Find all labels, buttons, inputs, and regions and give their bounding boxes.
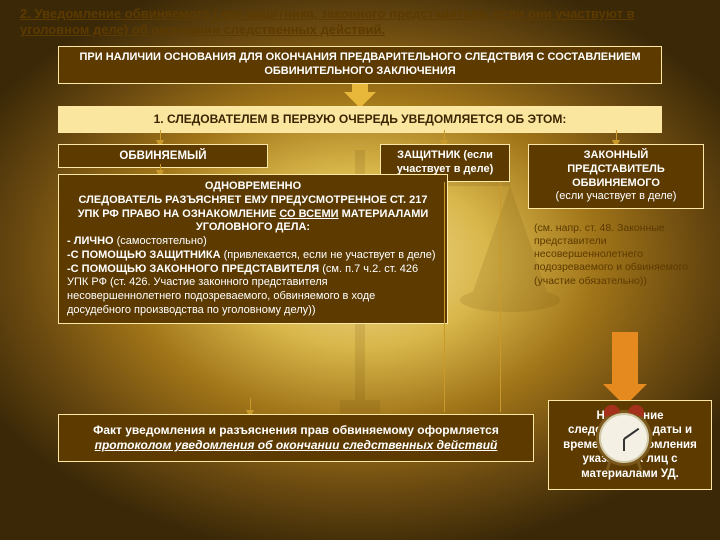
box-fact-protocol: Факт уведомления и разъяснения прав обви… — [58, 414, 534, 462]
explain-b1-bold: - ЛИЧНО — [67, 235, 114, 247]
arrow-appointment-stem — [612, 332, 638, 386]
box-legal-rep: ЗАКОННЫЙ ПРЕДСТАВИТЕЛЬ ОБВИНЯЕМОГО (если… — [528, 144, 704, 209]
explain-b2-bold: -С ПОМОЩЬЮ ЗАЩИТНИКА — [67, 249, 221, 261]
box-accused: ОБВИНЯЕМЫЙ — [58, 144, 268, 168]
box-basis: ПРИ НАЛИЧИИ ОСНОВАНИЯ ДЛЯ ОКОНЧАНИЯ ПРЕД… — [58, 46, 662, 84]
box-first-notified: 1. СЛЕДОВАТЕЛЕМ В ПЕРВУЮ ОЧЕРЕДЬ УВЕДОМЛ… — [58, 106, 662, 133]
explain-b2-rest: (привлекается, если не участвует в деле) — [221, 249, 436, 261]
arrow-basis-first-stem — [352, 84, 368, 92]
explain-head1: ОДНОВРЕМЕННО — [205, 180, 301, 192]
legal-rep-label: ЗАКОННЫЙ ПРЕДСТАВИТЕЛЬ ОБВИНЯЕМОГО — [567, 149, 665, 189]
explain-head2-u: СО ВСЕМИ — [279, 208, 338, 220]
fact-link: протоколом уведомления об окончании след… — [95, 438, 498, 452]
explain-b1-rest: (самостоятельно) — [114, 235, 207, 247]
box-explain-rights: ОДНОВРЕМЕННО СЛЕДОВАТЕЛЬ РАЗЪЯСНЯЕТ ЕМУ … — [58, 174, 448, 324]
explain-b3-bold: -С ПОМОЩЬЮ ЗАКОННОГО ПРЕДСТАВИТЕЛЯ — [67, 263, 319, 275]
legal-rep-inline-note: (если участвует в деле) — [556, 190, 677, 202]
line-defender-down2 — [500, 182, 501, 412]
clock-icon — [596, 410, 652, 466]
legal-rep-note: (см. напр. ст. 48. Законные представител… — [528, 218, 704, 292]
line-defender-down — [444, 182, 445, 412]
fact-lead: Факт уведомления и разъяснения прав обви… — [93, 423, 499, 437]
slide-title: 2. Уведомление обвиняемого ( его защитни… — [20, 6, 700, 39]
